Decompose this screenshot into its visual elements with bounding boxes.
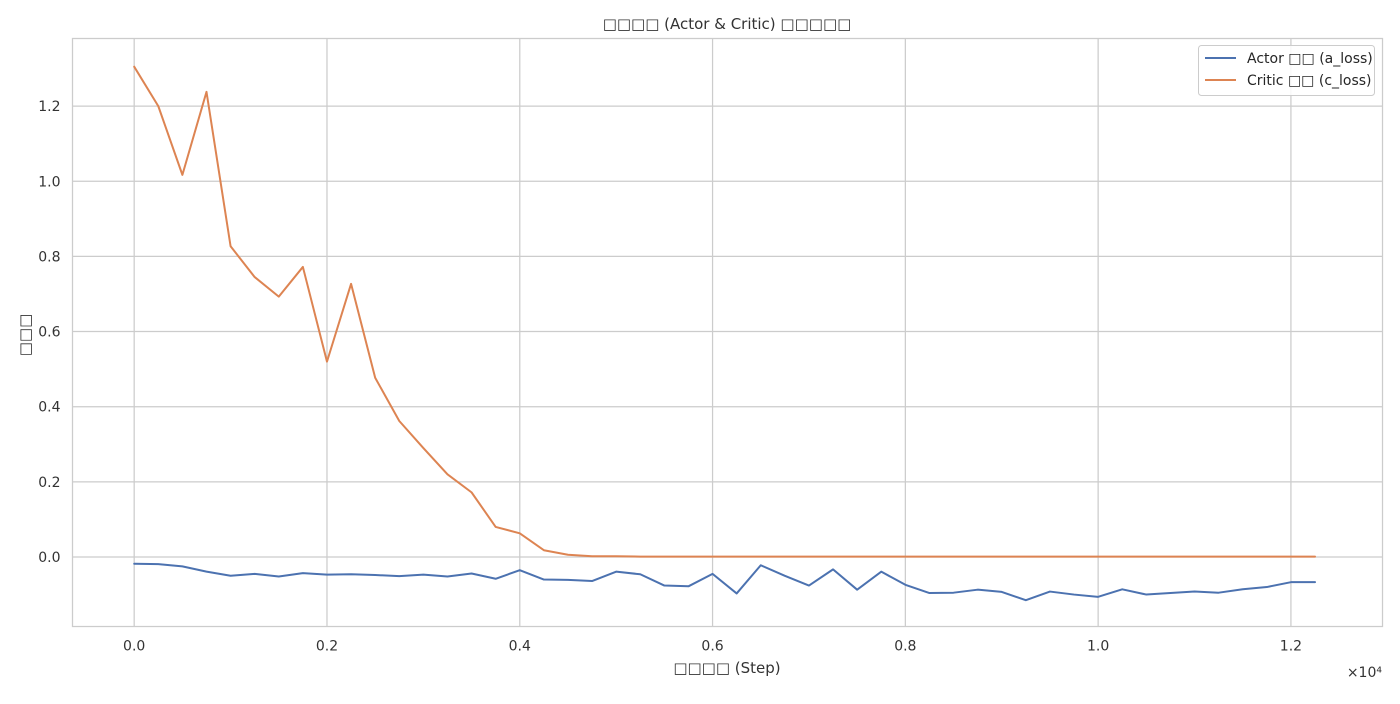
x-tick-label: 0.2: [316, 639, 338, 655]
y-tick-label: 0.8: [38, 249, 60, 265]
x-tick-label: 0.4: [509, 639, 531, 655]
chart-title: □□□□ (Actor & Critic) □□□□□: [603, 15, 852, 33]
grid-layer: [72, 38, 1383, 627]
y-tick-label: 1.2: [38, 99, 60, 115]
x-tick-label: 1.0: [1087, 639, 1109, 655]
legend-box: [1198, 45, 1375, 96]
y-tick-label: 0.6: [38, 325, 60, 341]
actor-loss-line: [133, 562, 1317, 602]
legend-label-critic: Critic □□ (c_loss): [1247, 73, 1372, 89]
legend-label-actor: Actor □□ (a_loss): [1247, 51, 1373, 67]
plot-area-frame: [71, 37, 1384, 628]
tick-label-layer: 0.0 0.2 0.4 0.6 0.8 1.0 1.2 0.0 0.2 0.4 0.6 0.8 1.0 1…: [38, 99, 1302, 654]
x-tick-label: 0.0: [123, 639, 145, 655]
x-tick-label: 1.2: [1280, 639, 1302, 655]
y-tick-label: 0.0: [38, 550, 60, 566]
legend: Actor □□ (a_loss) Critic □□ (c_loss): [1198, 45, 1375, 96]
x-axis-offset-label: ×10⁴: [1347, 665, 1383, 681]
x-axis-label: □□□□ (Step): [673, 659, 780, 677]
y-tick-label: 0.2: [38, 475, 60, 491]
x-tick-label: 0.8: [894, 639, 916, 655]
series-layer: [133, 65, 1317, 602]
x-tick-label: 0.6: [701, 639, 723, 655]
y-axis-label: □□□: [16, 314, 34, 357]
y-tick-label: 1.0: [38, 174, 60, 190]
critic-loss-line: [133, 65, 1317, 558]
y-tick-label: 0.4: [38, 400, 60, 416]
